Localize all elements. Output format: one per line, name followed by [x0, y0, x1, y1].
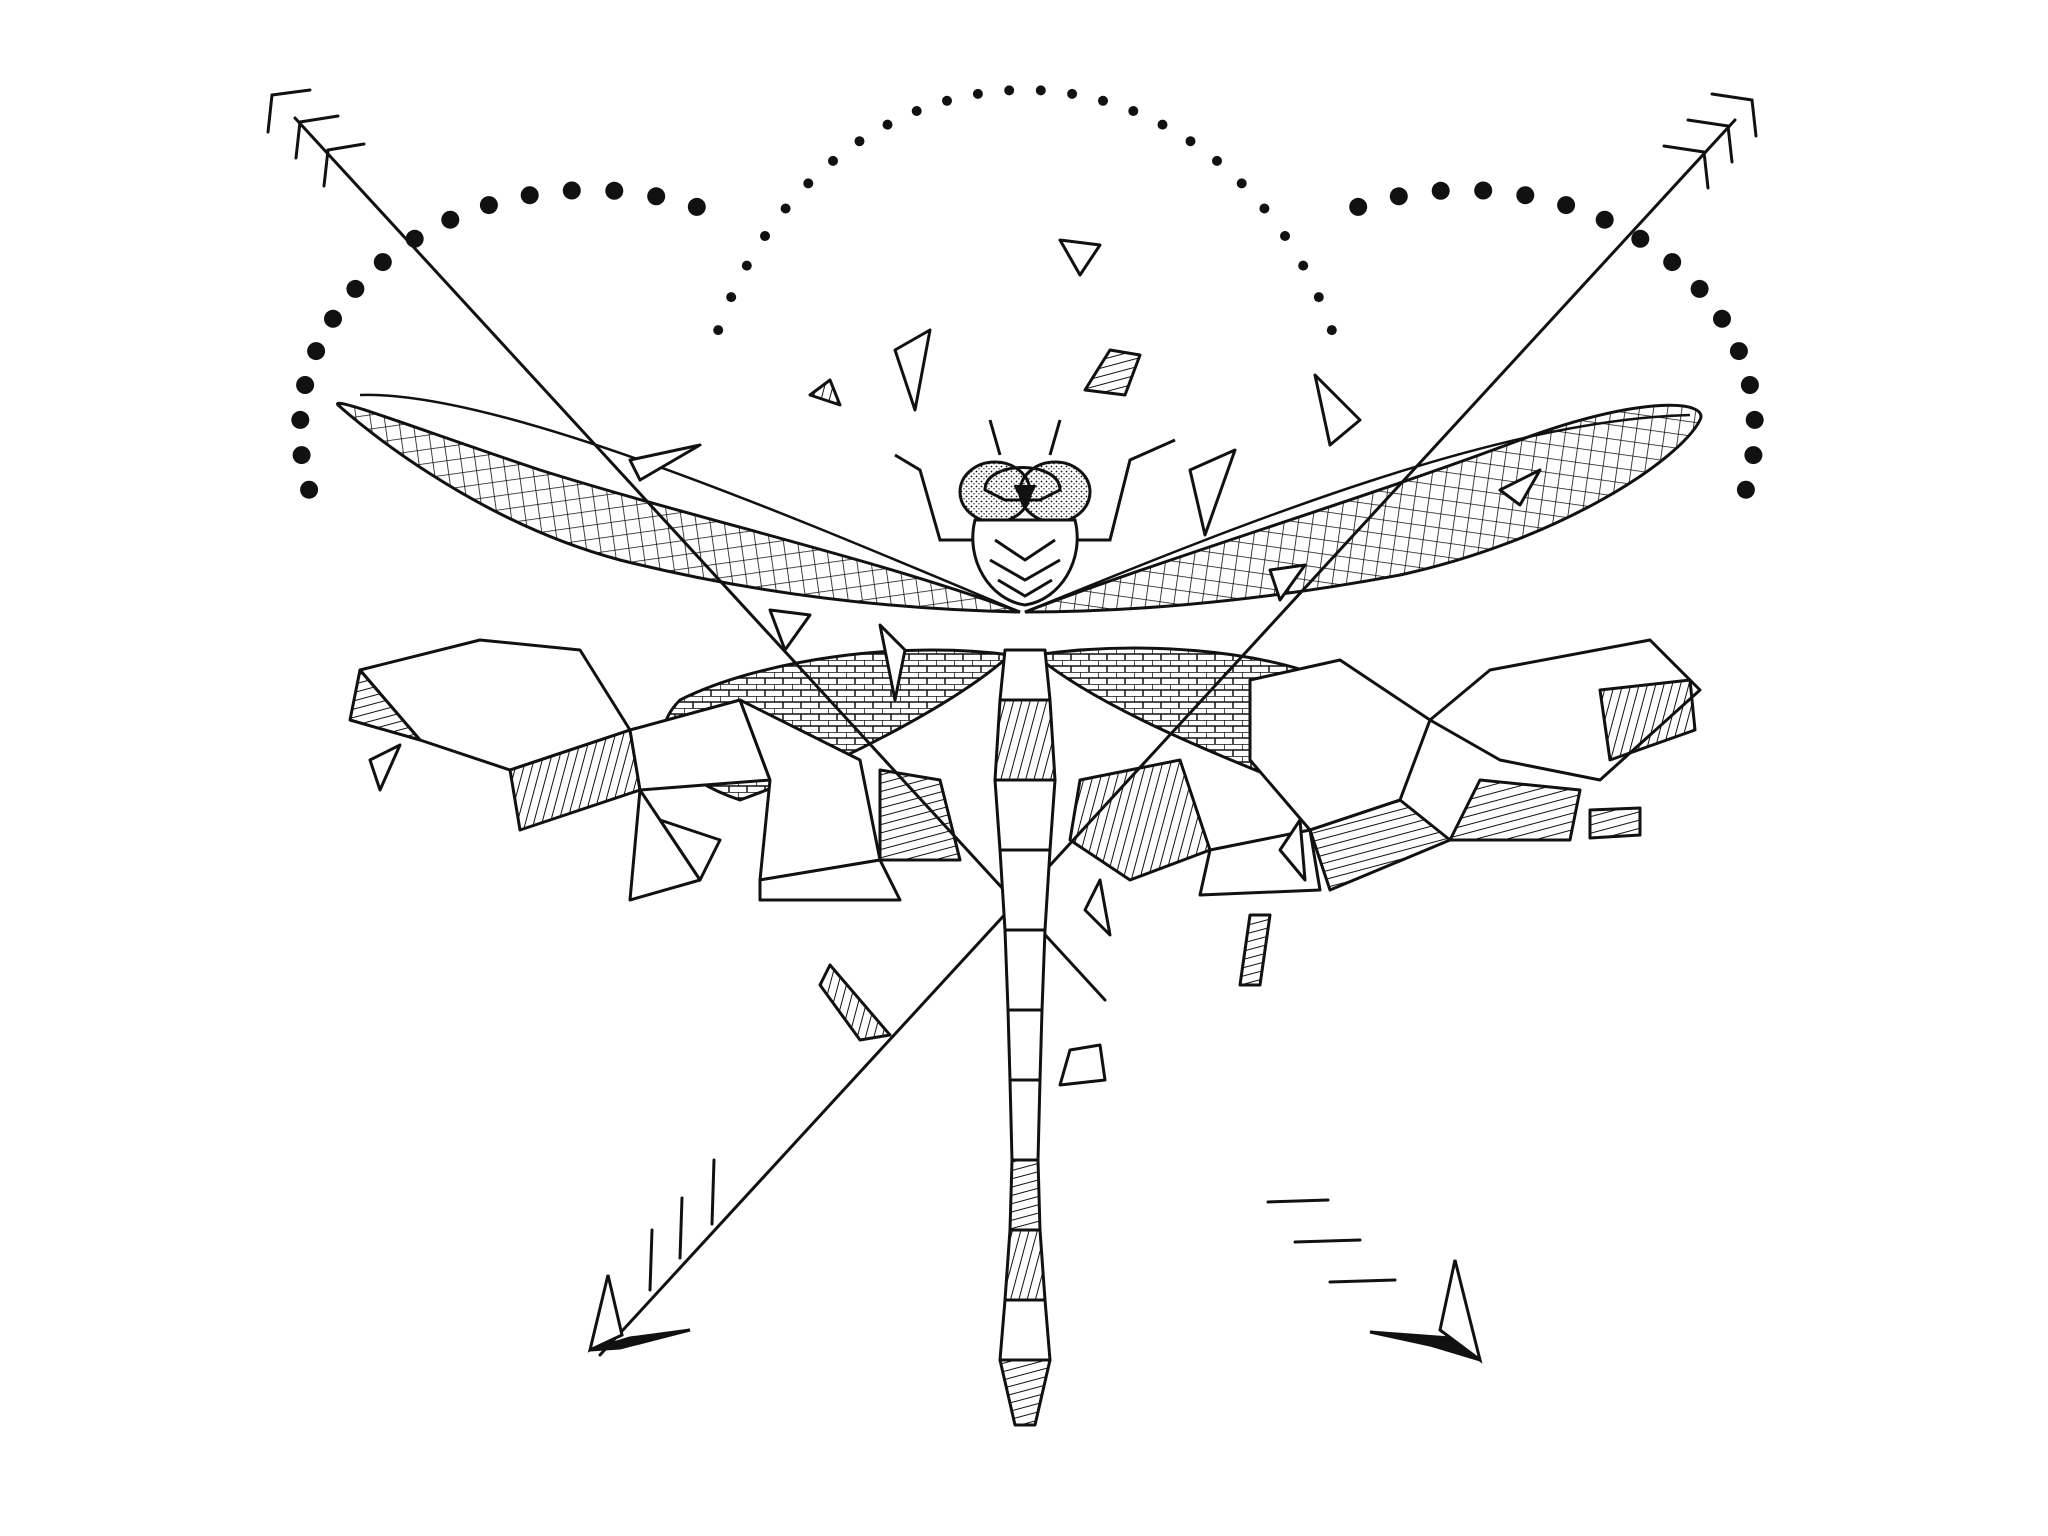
- wing-left-upper: [336, 393, 1021, 614]
- dot: [291, 410, 310, 429]
- arrow-lower-left-head: [587, 1158, 716, 1353]
- dot: [346, 279, 365, 298]
- dot: [1298, 260, 1309, 271]
- dot: [1349, 197, 1368, 216]
- dot: [1690, 279, 1709, 298]
- dot: [479, 196, 498, 215]
- dot: [741, 260, 752, 271]
- dot: [713, 325, 724, 336]
- dot: [1740, 376, 1759, 394]
- dot: [1128, 106, 1139, 116]
- dot: [1745, 410, 1764, 429]
- dot: [1067, 88, 1078, 99]
- dot: [1516, 186, 1535, 205]
- dot: [882, 119, 893, 130]
- dot: [1595, 210, 1614, 229]
- dotted-arcs: [291, 85, 1764, 499]
- crystal-left: [348, 638, 962, 902]
- shard-fragments: [368, 238, 1542, 1087]
- dot: [1431, 181, 1450, 200]
- dot: [1326, 325, 1337, 336]
- dot: [828, 155, 838, 166]
- dot: [1280, 231, 1290, 241]
- dot: [647, 187, 666, 206]
- dot: [441, 210, 460, 229]
- dot: [687, 197, 706, 216]
- dot: [911, 106, 922, 116]
- dot: [1212, 155, 1222, 166]
- dragonfly-thorax: [971, 518, 1079, 607]
- dot: [1098, 95, 1108, 106]
- dot: [1474, 181, 1493, 200]
- crystal-right: [1068, 638, 1702, 897]
- dot: [1736, 480, 1755, 499]
- dot: [1744, 446, 1763, 465]
- dot: [1259, 203, 1270, 214]
- dot: [296, 376, 315, 394]
- dot: [1035, 85, 1046, 96]
- dot: [972, 88, 983, 99]
- dot: [520, 186, 539, 205]
- wing-right-upper: [1024, 403, 1703, 614]
- dot: [1557, 196, 1576, 215]
- arrow-lower-right-head: [1266, 1198, 1483, 1364]
- dot: [1185, 136, 1196, 147]
- dot: [1236, 178, 1247, 189]
- dot: [300, 480, 319, 499]
- dot: [760, 231, 770, 241]
- dragonfly-legs: [894, 438, 1176, 542]
- dot: [1389, 187, 1408, 206]
- dot: [405, 229, 424, 248]
- dot: [1663, 253, 1682, 272]
- dot: [1004, 85, 1015, 96]
- arrow-upper-right: [598, 92, 1758, 1357]
- dot: [803, 178, 814, 189]
- dot: [562, 181, 581, 200]
- dot: [605, 181, 624, 200]
- dot: [780, 203, 791, 214]
- dot: [307, 342, 326, 361]
- dot: [1313, 292, 1324, 303]
- dragonfly-abdomen: [993, 648, 1057, 1427]
- dot: [1729, 342, 1748, 361]
- dragonfly-head: [958, 419, 1092, 524]
- dot: [1631, 229, 1650, 248]
- dot: [1713, 309, 1731, 328]
- dot: [726, 292, 737, 303]
- dot: [1157, 119, 1168, 130]
- dot: [942, 95, 952, 106]
- dot: [324, 309, 342, 328]
- dot: [854, 136, 865, 147]
- dot: [373, 253, 392, 272]
- dot: [292, 446, 311, 465]
